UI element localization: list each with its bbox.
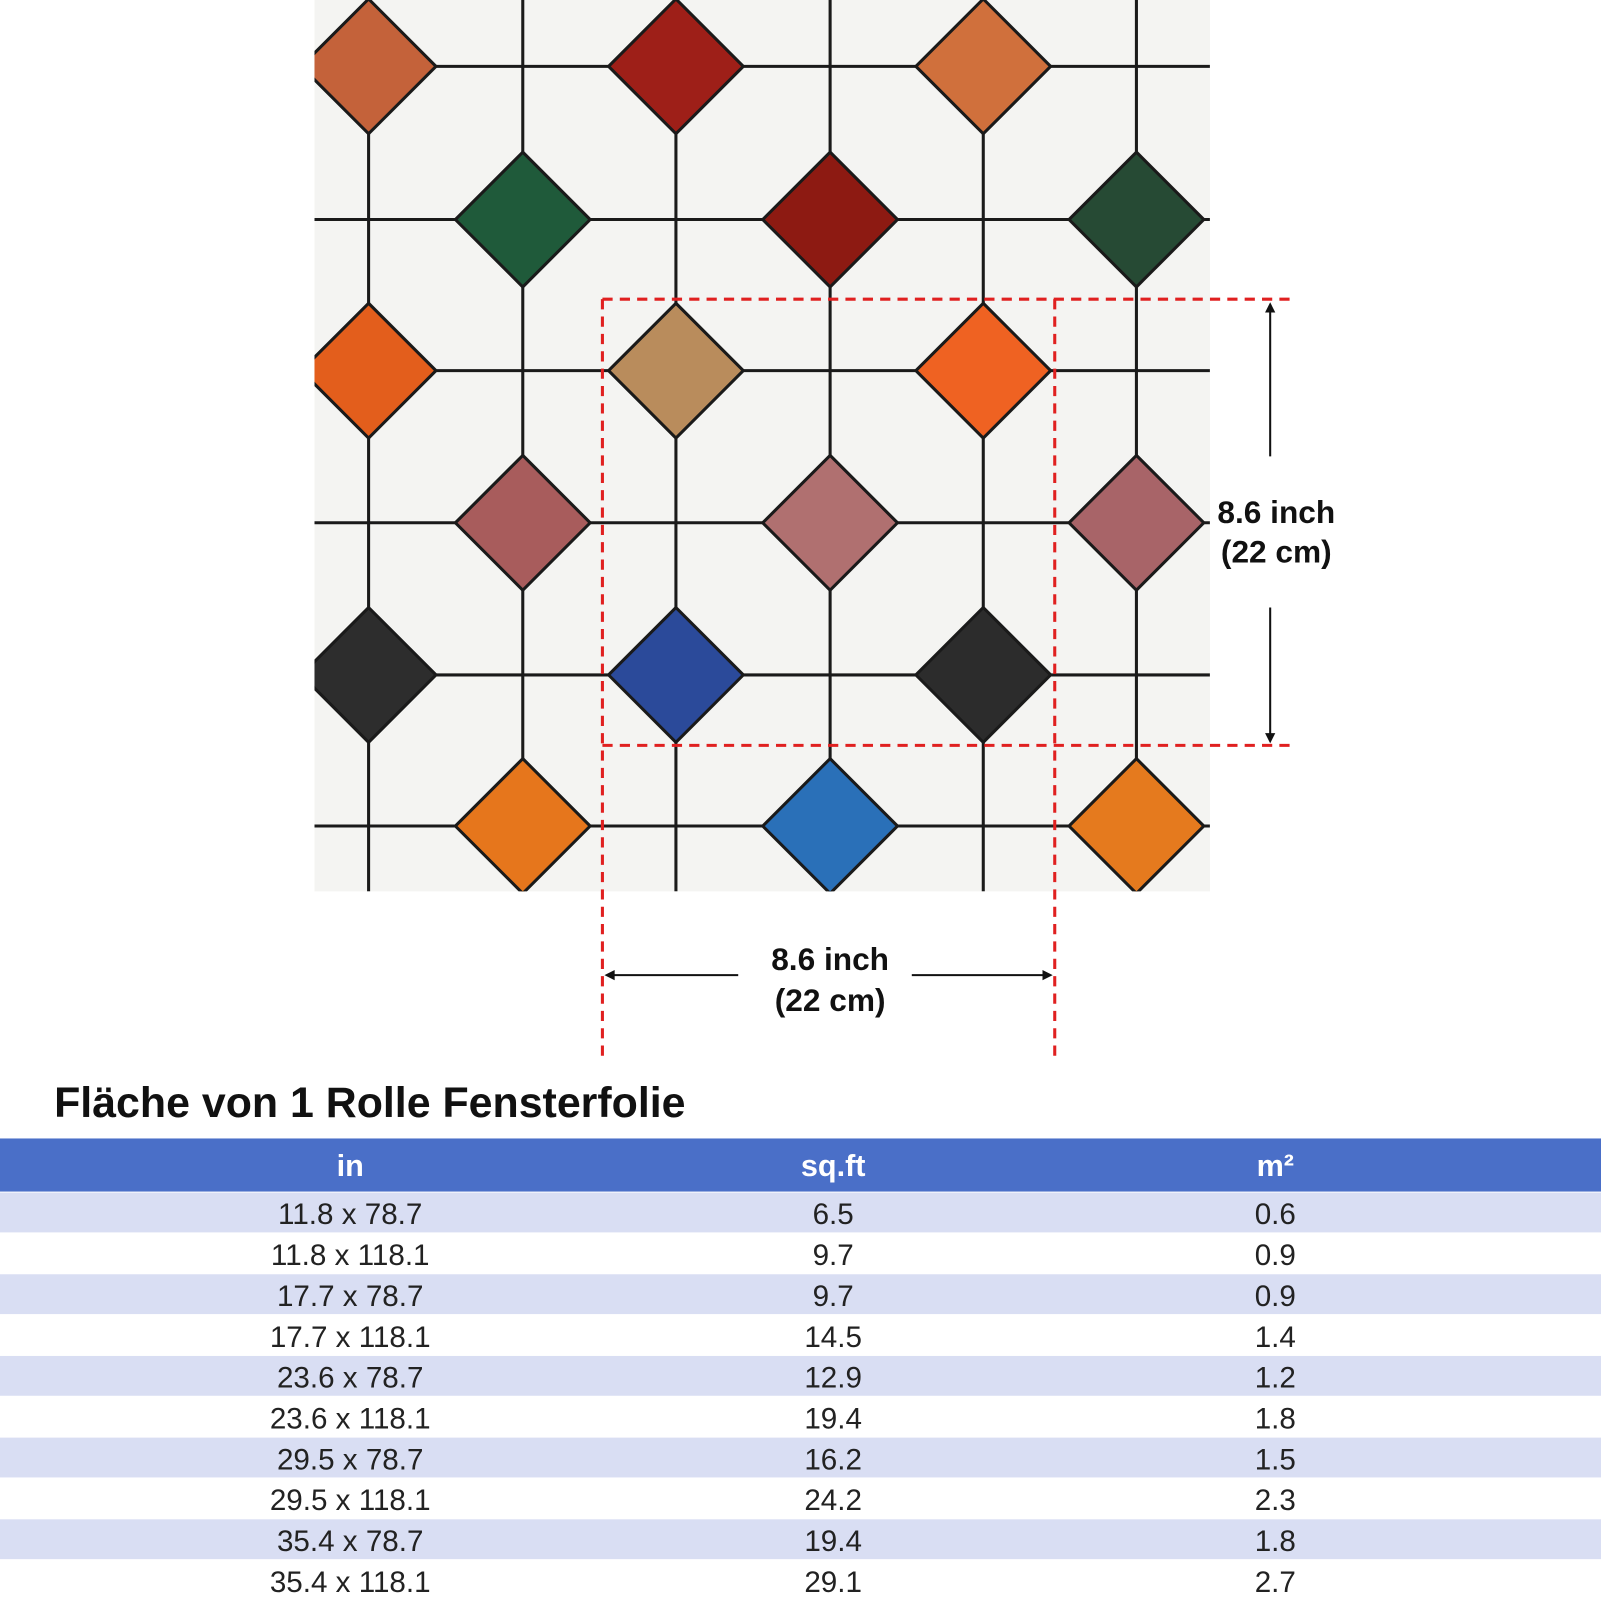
table-cell: 23.6 x 118.1 — [270, 1402, 431, 1435]
table-cell: 6.5 — [813, 1198, 854, 1231]
table-cell: 2.3 — [1255, 1484, 1296, 1517]
table-cell: 24.2 — [804, 1484, 862, 1517]
glass-diamond — [760, 756, 900, 892]
table-cell: 29.5 x 78.7 — [277, 1443, 424, 1476]
glass-diamond — [1066, 453, 1206, 593]
table-title: Fläche von 1 Rolle Fensterfolie — [54, 1079, 685, 1127]
glass-diamond — [760, 149, 900, 290]
glass-diamond — [314, 0, 439, 136]
row-band — [0, 1355, 1601, 1396]
table-cell: 16.2 — [804, 1443, 862, 1476]
table-cell: 1.2 — [1255, 1362, 1296, 1395]
table-cell: 9.7 — [813, 1239, 854, 1272]
glass-diamond — [606, 605, 746, 745]
width-label: 8.6 inch — [771, 941, 889, 977]
pattern-bg — [314, 0, 1210, 892]
row-band — [0, 1192, 1601, 1233]
row-band — [0, 1437, 1601, 1478]
table-cell: 0.9 — [1255, 1239, 1296, 1272]
table-cell: 9.7 — [813, 1280, 854, 1313]
table-cell: 1.8 — [1255, 1402, 1296, 1435]
table-cell: 35.4 x 118.1 — [270, 1566, 431, 1599]
height-label: 8.6 inch — [1217, 494, 1335, 530]
row-band — [0, 1274, 1601, 1315]
glass-diamond — [760, 453, 900, 593]
table-cell: 19.4 — [804, 1525, 862, 1558]
glass-diamond — [913, 0, 1053, 136]
glass-diamond — [453, 149, 593, 290]
table-cell: 11.8 x 118.1 — [271, 1239, 430, 1272]
table-cell: 17.7 x 118.1 — [270, 1321, 431, 1354]
column-header: sq.ft — [801, 1149, 866, 1183]
glass-diamond — [1066, 149, 1206, 290]
table-cell: 11.8 x 78.7 — [278, 1198, 422, 1231]
row-band — [0, 1519, 1601, 1560]
table-cell: 19.4 — [804, 1402, 862, 1435]
table-cell: 29.5 x 118.1 — [270, 1484, 431, 1517]
tile-pattern — [314, 0, 1210, 892]
table-cell: 1.4 — [1255, 1321, 1296, 1354]
table-cell: 29.1 — [804, 1566, 862, 1599]
table-cell: 12.9 — [804, 1362, 862, 1395]
table-cell: 23.6 x 78.7 — [277, 1362, 424, 1395]
table-cell: 1.5 — [1255, 1443, 1296, 1476]
glass-diamond — [606, 301, 746, 441]
table: in sq.ft m² 11.8 x 78.7 6.5 0.6 11.8 x 118.1 9.… — [0, 1149, 1601, 1599]
table-header — [0, 1138, 1601, 1192]
table-cell: 2.7 — [1255, 1566, 1296, 1599]
column-header: m² — [1257, 1149, 1294, 1183]
table-cell: 1.8 — [1255, 1525, 1296, 1558]
height-label: (22 cm) — [1221, 534, 1332, 570]
table-cell: 35.4 x 78.7 — [277, 1525, 424, 1558]
glass-diamond — [314, 301, 439, 441]
table-cell: 0.9 — [1255, 1280, 1296, 1313]
glass-diamond — [1066, 756, 1206, 892]
dimension-lines: 8.6 inch (22 cm) 8.6 inch (22 cm) — [600, 297, 1335, 1062]
glass-diamond — [913, 301, 1053, 441]
glass-diamond — [453, 453, 593, 593]
table-cell: 0.6 — [1255, 1198, 1296, 1231]
glass-diamond — [453, 756, 593, 892]
table-cell: 17.7 x 78.7 — [277, 1280, 424, 1313]
width-label: (22 cm) — [775, 982, 886, 1018]
glass-diamond — [606, 0, 746, 136]
glass-diamond — [314, 605, 439, 745]
glass-diamond — [913, 605, 1053, 745]
table-cell: 14.5 — [804, 1321, 862, 1354]
column-header: in — [337, 1149, 364, 1183]
